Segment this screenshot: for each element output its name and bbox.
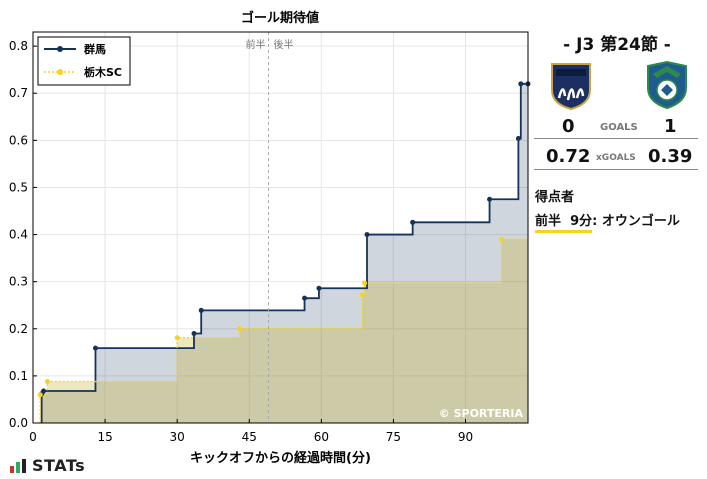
y-tick-label: 0.6: [9, 133, 28, 147]
watermark: © SPORTERIA: [439, 407, 524, 420]
halftime-marker: 前半 後半: [245, 32, 293, 423]
scorer-half: 前半: [535, 214, 562, 229]
chart-title: ゴール期待値: [241, 10, 319, 26]
legend-label-away: 栃木SC: [84, 65, 122, 79]
scorer-name: : オウンゴール: [592, 214, 680, 229]
logo-text: STATs: [32, 456, 86, 475]
data-point-home: [302, 295, 308, 301]
xgoals-row: 0.72 xGOALS 0.39: [534, 143, 698, 170]
y-tick-label: 0.8: [9, 39, 28, 53]
data-point-away: [37, 392, 43, 398]
gunma-crest-icon: [551, 63, 591, 110]
series-line-home: [40, 82, 528, 423]
bar-chart-icon: [10, 459, 28, 473]
x-axis-label: キックオフからの経過時間(分): [190, 450, 371, 466]
series-area-away: [40, 239, 528, 423]
data-point-home: [487, 196, 493, 202]
legend: 群馬 栃木SC: [37, 36, 131, 86]
away-xg: 0.39: [648, 146, 693, 167]
y-tick-label: 0.5: [9, 180, 28, 194]
goals-label: GOALS: [600, 122, 638, 133]
legend-box: [37, 36, 131, 86]
data-point-home: [515, 135, 521, 141]
series-points: [37, 81, 531, 398]
data-point-home: [191, 330, 197, 336]
data-point-away: [174, 335, 180, 341]
data-point-home: [41, 388, 47, 394]
goals-row: 0 GOALS 1: [534, 114, 698, 139]
x-tick-label: 75: [386, 430, 401, 444]
y-tick-label: 0.3: [9, 275, 28, 289]
y-tick-label: 0.1: [9, 369, 28, 383]
data-point-away: [237, 326, 243, 332]
legend-label-home: 群馬: [83, 42, 106, 56]
x-tick-label: 30: [170, 430, 185, 444]
series-area-home: [41, 83, 529, 423]
grid-lines: [32, 32, 528, 424]
y-tick-label: 0.4: [9, 228, 28, 242]
data-point-home: [92, 345, 98, 351]
x-tick-label: 90: [458, 430, 473, 444]
y-tick-label: 0.7: [9, 86, 28, 100]
first-half-label: 前半: [245, 38, 265, 51]
x-tick-label: 60: [314, 430, 329, 444]
scorer-time: 前半 9分: [535, 210, 593, 233]
x-tick-label: 15: [97, 430, 112, 444]
data-point-away: [44, 379, 50, 385]
scorer-minute: 9分: [570, 214, 593, 229]
data-point-home: [518, 81, 524, 87]
legend-marker-away: [57, 69, 63, 75]
match-title: - J3 第24節 -: [563, 35, 671, 55]
scorers-heading: 得点者: [535, 190, 575, 205]
y-tick-label: 0.0: [9, 416, 28, 430]
second-half-label: 後半: [273, 38, 293, 51]
legend-marker-home: [57, 46, 63, 52]
home-xg: 0.72: [546, 146, 591, 167]
x-tick-label: 0: [29, 430, 37, 444]
axes: 0 15 30 45 60 75 90 0.0 0.1 0.2 0.3 0.4 0.5 0.6 0.7 0.8: [9, 39, 473, 444]
home-goals: 0: [562, 116, 575, 137]
data-point-home: [198, 307, 204, 313]
away-goals: 1: [664, 116, 677, 137]
data-point-home: [316, 285, 322, 291]
scorer-entry: 前半 9分: オウンゴール: [535, 210, 680, 233]
xg-chart: ゴール期待値 前半 後半 0 15 30 45 60 75 90 0.0 0.1 0.2 0.3 0.…: [9, 10, 531, 466]
tochigi-crest-icon: [647, 60, 687, 110]
series-areas: [40, 83, 529, 423]
y-tick-label: 0.2: [9, 322, 28, 336]
plot-frame: [32, 31, 529, 424]
data-point-home: [364, 232, 370, 238]
data-point-home: [410, 219, 416, 225]
data-point-away: [362, 280, 368, 286]
data-point-away: [359, 292, 365, 298]
xgoals-label: xGOALS: [596, 153, 636, 163]
data-point-away: [499, 236, 505, 242]
x-tick-label: 45: [242, 430, 257, 444]
